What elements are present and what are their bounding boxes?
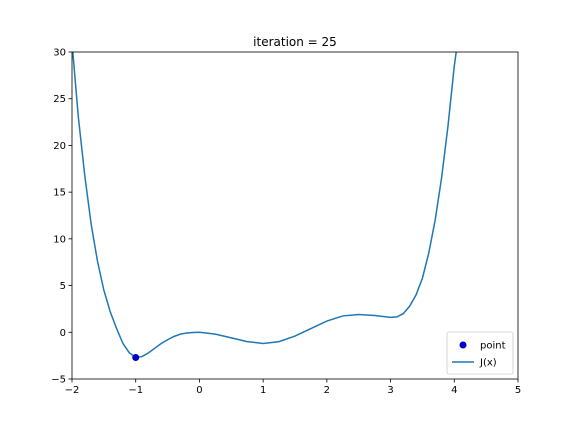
chart-title: iteration = 25	[253, 35, 337, 49]
x-tick-label: 0	[196, 385, 202, 396]
series-line-jx	[72, 52, 457, 359]
y-tick-label: 30	[53, 48, 66, 59]
y-tick-label: 5	[60, 281, 66, 292]
legend: point J(x)	[446, 331, 514, 375]
axes: −2 −1 0 1 2 3 4 5 −5 0 5 10 15 20 25 30	[51, 48, 521, 397]
y-tick-label: 25	[53, 94, 66, 105]
plot-frame	[71, 51, 519, 380]
plot-area	[72, 52, 457, 362]
legend-label-point: point	[480, 341, 506, 352]
x-tick-label: −1	[128, 385, 143, 396]
y-tick-label: 10	[53, 234, 66, 245]
legend-label-jx: J(x)	[479, 358, 497, 369]
x-tick-label: 2	[324, 385, 330, 396]
x-tick-label: 1	[260, 385, 266, 396]
y-tick-label: 0	[60, 328, 66, 339]
x-tick-label: 4	[451, 385, 457, 396]
y-tick-label: 20	[53, 141, 66, 152]
y-tick-label: −5	[51, 375, 66, 386]
x-tick-label: −2	[65, 385, 80, 396]
legend-marker-point	[459, 341, 467, 349]
y-tick-label: 15	[53, 188, 66, 199]
x-tick-label: 5	[515, 385, 521, 396]
x-tick-label: 3	[387, 385, 393, 396]
data-point	[132, 354, 140, 362]
